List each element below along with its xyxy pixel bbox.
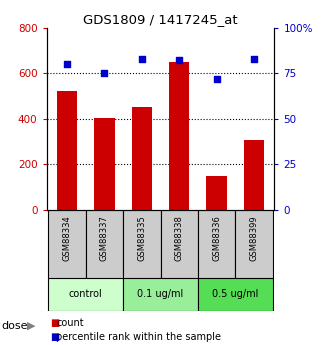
Text: percentile rank within the sample: percentile rank within the sample [56,333,221,342]
Bar [48,278,123,310]
Text: dose: dose [2,321,28,331]
Bar [123,278,198,310]
Text: GSM88334: GSM88334 [63,215,72,261]
Text: GSM88338: GSM88338 [175,215,184,261]
Text: count: count [56,318,84,327]
Text: GSM88336: GSM88336 [212,215,221,261]
Point [65,61,70,67]
Point [177,58,182,63]
Bar [206,176,227,210]
Bar [235,210,273,278]
Bar [160,210,198,278]
Text: GSM88399: GSM88399 [249,215,258,261]
Title: GDS1809 / 1417245_at: GDS1809 / 1417245_at [83,13,238,27]
Point [102,70,107,76]
Text: ■: ■ [50,333,59,342]
Bar [132,107,152,210]
Text: control: control [69,289,103,299]
Bar [198,278,273,310]
Point [251,56,256,61]
Text: 0.5 ug/ml: 0.5 ug/ml [212,289,258,299]
Text: GSM88337: GSM88337 [100,215,109,261]
Bar [169,62,189,210]
Text: ■: ■ [50,318,59,327]
Text: 0.1 ug/ml: 0.1 ug/ml [137,289,184,299]
Bar [94,118,115,210]
Bar [123,210,160,278]
Bar [244,140,264,210]
Bar [86,210,123,278]
Point [139,56,144,61]
Text: GSM88335: GSM88335 [137,215,146,261]
Point [214,76,219,81]
Bar [57,91,77,210]
Bar [198,210,235,278]
Text: ▶: ▶ [27,321,35,331]
Bar [48,210,86,278]
